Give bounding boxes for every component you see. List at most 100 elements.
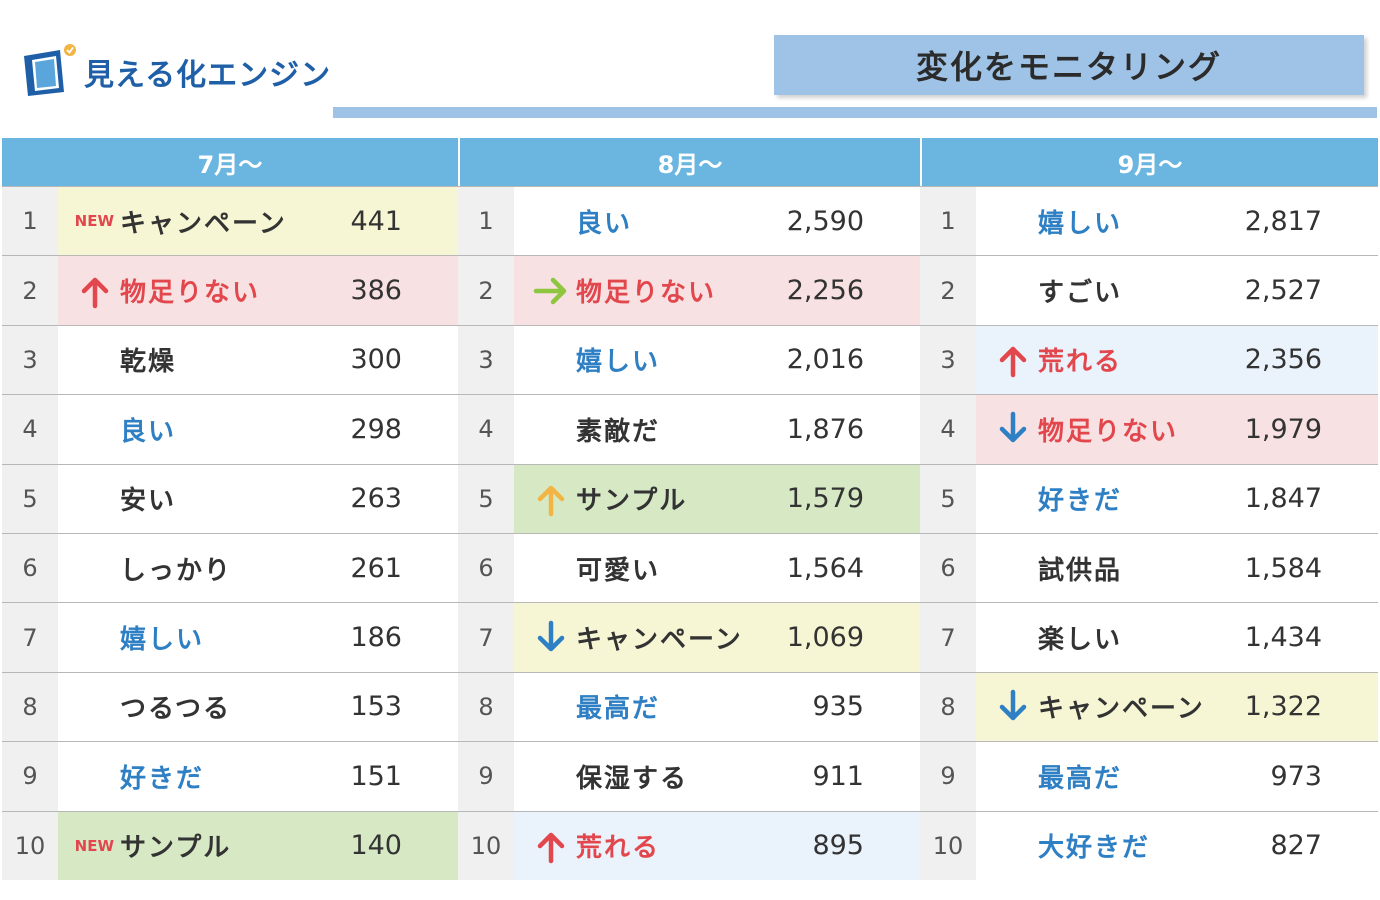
keyword-label: 大好きだ xyxy=(1038,833,1151,864)
ranking-entry: 10 大好きだ 827 xyxy=(920,811,1378,880)
keyword-cell: 最高だ 935 xyxy=(514,673,920,741)
rank-number: 1 xyxy=(920,187,976,256)
rank-number: 2 xyxy=(920,256,976,325)
table-row: 3 乾燥 300 3 嬉しい 2,016 3 荒れる 2,356 xyxy=(2,324,1378,395)
keyword-label: 嬉しい xyxy=(120,625,205,656)
window-icon xyxy=(20,42,80,102)
keyword-count: 1,069 xyxy=(786,622,864,654)
ranking-entry: 7 楽しい 1,434 xyxy=(920,603,1378,672)
ranking-entry: 2 すごい 2,527 xyxy=(920,256,1378,325)
rank-number: 5 xyxy=(920,464,976,533)
rank-number: 7 xyxy=(920,603,976,672)
title-divider xyxy=(333,107,1377,118)
keyword-count: 827 xyxy=(1270,830,1322,862)
keyword-label: 楽しい xyxy=(1038,625,1123,656)
rank-number: 4 xyxy=(458,395,514,464)
keyword-count: 386 xyxy=(350,275,402,307)
keyword-label: 乾燥 xyxy=(120,347,177,378)
change-marker xyxy=(514,827,576,865)
keyword-count: 935 xyxy=(812,691,864,723)
keyword-cell: 楽しい 1,434 xyxy=(976,603,1378,671)
keyword-count: 298 xyxy=(350,413,402,445)
keyword-label: キャンペーン xyxy=(120,208,287,239)
arrow-up-icon xyxy=(537,832,565,863)
keyword-cell: 可愛い 1,564 xyxy=(514,534,920,602)
keyword-label: 好きだ xyxy=(1038,486,1123,517)
keyword-count: 1,979 xyxy=(1244,413,1322,445)
keyword-label: 試供品 xyxy=(1038,555,1123,586)
keyword-cell: しっかり 261 xyxy=(58,534,458,602)
keyword-cell: 嬉しい 2,016 xyxy=(514,326,920,394)
rank-number: 5 xyxy=(2,464,58,533)
rank-number: 6 xyxy=(458,533,514,603)
ranking-entry: 1 NEW キャンペーン 441 xyxy=(2,187,458,256)
keyword-count: 186 xyxy=(350,622,402,654)
change-marker: NEW xyxy=(58,212,120,230)
change-marker xyxy=(976,688,1038,726)
keyword-label: 物足りない xyxy=(576,278,717,309)
arrow-up-icon xyxy=(81,277,109,308)
rank-number: 5 xyxy=(458,464,514,533)
keyword-label: 良い xyxy=(120,416,177,447)
ranking-entry: 10 NEW サンプル 140 xyxy=(2,811,458,880)
ranking-entry: 8 つるつる 153 xyxy=(2,672,458,742)
month-header-row: 7月～ 8月～ 9月～ xyxy=(2,138,1378,186)
keyword-label: サンプル xyxy=(120,833,232,864)
keyword-cell: 好きだ 151 xyxy=(58,742,458,810)
ranking-entry: 6 可愛い 1,564 xyxy=(458,533,920,603)
keyword-count: 2,356 xyxy=(1244,344,1322,376)
table-row: 8 つるつる 153 8 最高だ 935 8 キャンペーン 1,322 xyxy=(2,671,1378,742)
table-row: 10 NEW サンプル 140 10 荒れる 895 10 大好きだ 827 xyxy=(2,810,1378,880)
change-marker xyxy=(514,619,576,657)
keyword-count: 2,016 xyxy=(786,344,864,376)
month-header-july: 7月～ xyxy=(2,138,458,186)
keyword-count: 263 xyxy=(350,483,402,515)
brand-name: 見える化エンジン xyxy=(84,58,332,93)
keyword-label: キャンペーン xyxy=(1038,694,1205,725)
ranking-entry: 2 物足りない 2,256 xyxy=(458,256,920,325)
ranking-entry: 6 しっかり 261 xyxy=(2,533,458,603)
keyword-cell: 試供品 1,584 xyxy=(976,534,1378,602)
keyword-cell: 最高だ 973 xyxy=(976,742,1378,810)
keyword-label: すごい xyxy=(1038,278,1123,309)
change-marker xyxy=(514,480,576,518)
keyword-label: 荒れる xyxy=(1038,347,1123,378)
keyword-label: つるつる xyxy=(120,694,231,725)
rank-number: 10 xyxy=(2,811,58,880)
keyword-cell: 荒れる 895 xyxy=(514,811,920,880)
keyword-cell: 嬉しい 2,817 xyxy=(976,187,1378,255)
keyword-cell: 好きだ 1,847 xyxy=(976,465,1378,533)
table-row: 9 好きだ 151 9 保湿する 911 9 最高だ 973 xyxy=(2,741,1378,811)
keyword-label: 荒れる xyxy=(576,833,661,864)
keyword-count: 261 xyxy=(350,552,402,584)
table-row: 5 安い 263 5 サンプル 1,579 5 好きだ 1,847 xyxy=(2,463,1378,533)
rank-number: 8 xyxy=(458,672,514,742)
keyword-count: 973 xyxy=(1270,760,1322,792)
keyword-label: 可愛い xyxy=(576,555,661,586)
keyword-count: 140 xyxy=(350,830,402,862)
keyword-count: 153 xyxy=(350,691,402,723)
keyword-count: 2,256 xyxy=(786,275,864,307)
keyword-cell: 荒れる 2,356 xyxy=(976,325,1378,395)
keyword-label: キャンペーン xyxy=(576,625,743,656)
keyword-count: 1,876 xyxy=(786,413,864,445)
rank-number: 7 xyxy=(2,603,58,672)
keyword-cell: キャンペーン 1,322 xyxy=(976,672,1378,742)
keyword-count: 300 xyxy=(350,344,402,376)
table-row: 2 物足りない 386 2 物足りない 2,256 2 すごい 2,527 xyxy=(2,255,1378,325)
rank-number: 8 xyxy=(920,672,976,742)
rank-number: 10 xyxy=(920,811,976,880)
change-marker xyxy=(514,272,576,310)
rank-number: 3 xyxy=(2,325,58,395)
keyword-cell: すごい 2,527 xyxy=(976,256,1378,324)
keyword-label: サンプル xyxy=(576,486,688,517)
rank-number: 1 xyxy=(458,187,514,256)
keyword-cell: 良い 2,590 xyxy=(514,187,920,255)
keyword-label: しっかり xyxy=(120,555,233,586)
rank-number: 4 xyxy=(920,395,976,464)
change-marker: NEW xyxy=(58,837,120,855)
ranking-entry: 6 試供品 1,584 xyxy=(920,533,1378,603)
ranking-entry: 8 キャンペーン 1,322 xyxy=(920,672,1378,742)
arrow-down-icon xyxy=(999,412,1027,443)
keyword-cell: 物足りない 1,979 xyxy=(976,395,1378,464)
